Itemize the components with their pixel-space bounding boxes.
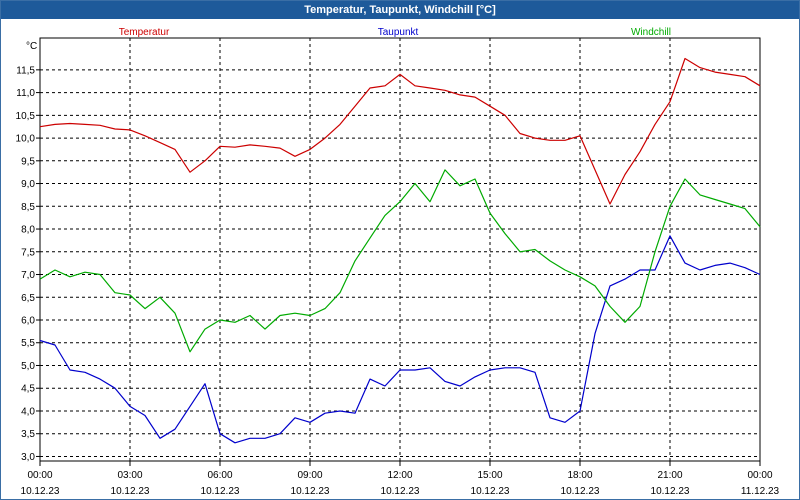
x-tick-date: 10.12.23 [111,486,150,497]
x-tick-time: 15:00 [477,470,502,481]
y-tick-label: 9,5 [21,156,35,167]
y-tick-label: 6,0 [21,316,35,327]
x-tick-date: 10.12.23 [381,486,420,497]
series-line-taupunkt [39,235,761,444]
window-title: Temperatur, Taupunkt, Windchill [°C] [1,1,799,19]
y-tick-label: 3,5 [21,429,35,440]
x-tick-date: 10.12.23 [291,486,330,497]
y-tick-label: 6,5 [21,293,35,304]
y-tick-label: 5,0 [21,361,35,372]
x-tick-time: 00:00 [747,470,772,481]
y-tick-label: 7,5 [21,247,35,258]
y-tick-label: 4,0 [21,406,35,417]
x-tick-date: 10.12.23 [201,486,240,497]
y-tick-label: 4,5 [21,384,35,395]
series-line-temperatur [39,57,761,205]
legend-temperatur: Temperatur [119,27,170,38]
y-tick-label: 5,5 [21,338,35,349]
x-tick-time: 06:00 [207,470,232,481]
y-tick-label: 3,0 [21,452,35,463]
y-tick-label: 7,0 [21,270,35,281]
y-tick-label: 9,0 [21,179,35,190]
x-tick-date: 10.12.23 [471,486,510,497]
y-tick-label: 11,5 [16,65,35,76]
legend-taupunkt: Taupunkt [378,27,419,38]
y-tick-label: 8,5 [21,202,35,213]
grid [40,38,760,461]
y-tick-label: 10,5 [16,111,36,122]
x-tick-date: 11.12.23 [741,486,780,497]
x-tick-time: 00:00 [27,470,52,481]
x-tick-time: 18:00 [567,470,592,481]
x-tick-date: 10.12.23 [651,486,690,497]
x-tick-time: 12:00 [387,470,412,481]
x-axis: 00:00 10.12.23 03:00 10.12.23 06:00 10.12.23 0… [21,461,780,497]
y-tick-label: 8,0 [21,225,35,236]
x-tick-date: 10.12.23 [21,486,60,497]
y-tick-label: 11,0 [16,88,35,99]
legend-windchill: Windchill [631,27,671,38]
series-layer [39,57,761,444]
x-tick-time: 21:00 [657,470,682,481]
y-axis-unit: °C [26,41,37,52]
x-tick-date: 10.12.23 [561,486,600,497]
x-tick-time: 03:00 [117,470,142,481]
y-axis: 3,0 3,5 4,0 4,5 5,0 5,5 6,0 6,5 7,0 7,5 8,0 8,5 9,0 9… [16,65,40,463]
x-tick-time: 09:00 [297,470,322,481]
series-line-windchill [39,169,761,353]
y-tick-label: 10,0 [16,134,36,145]
